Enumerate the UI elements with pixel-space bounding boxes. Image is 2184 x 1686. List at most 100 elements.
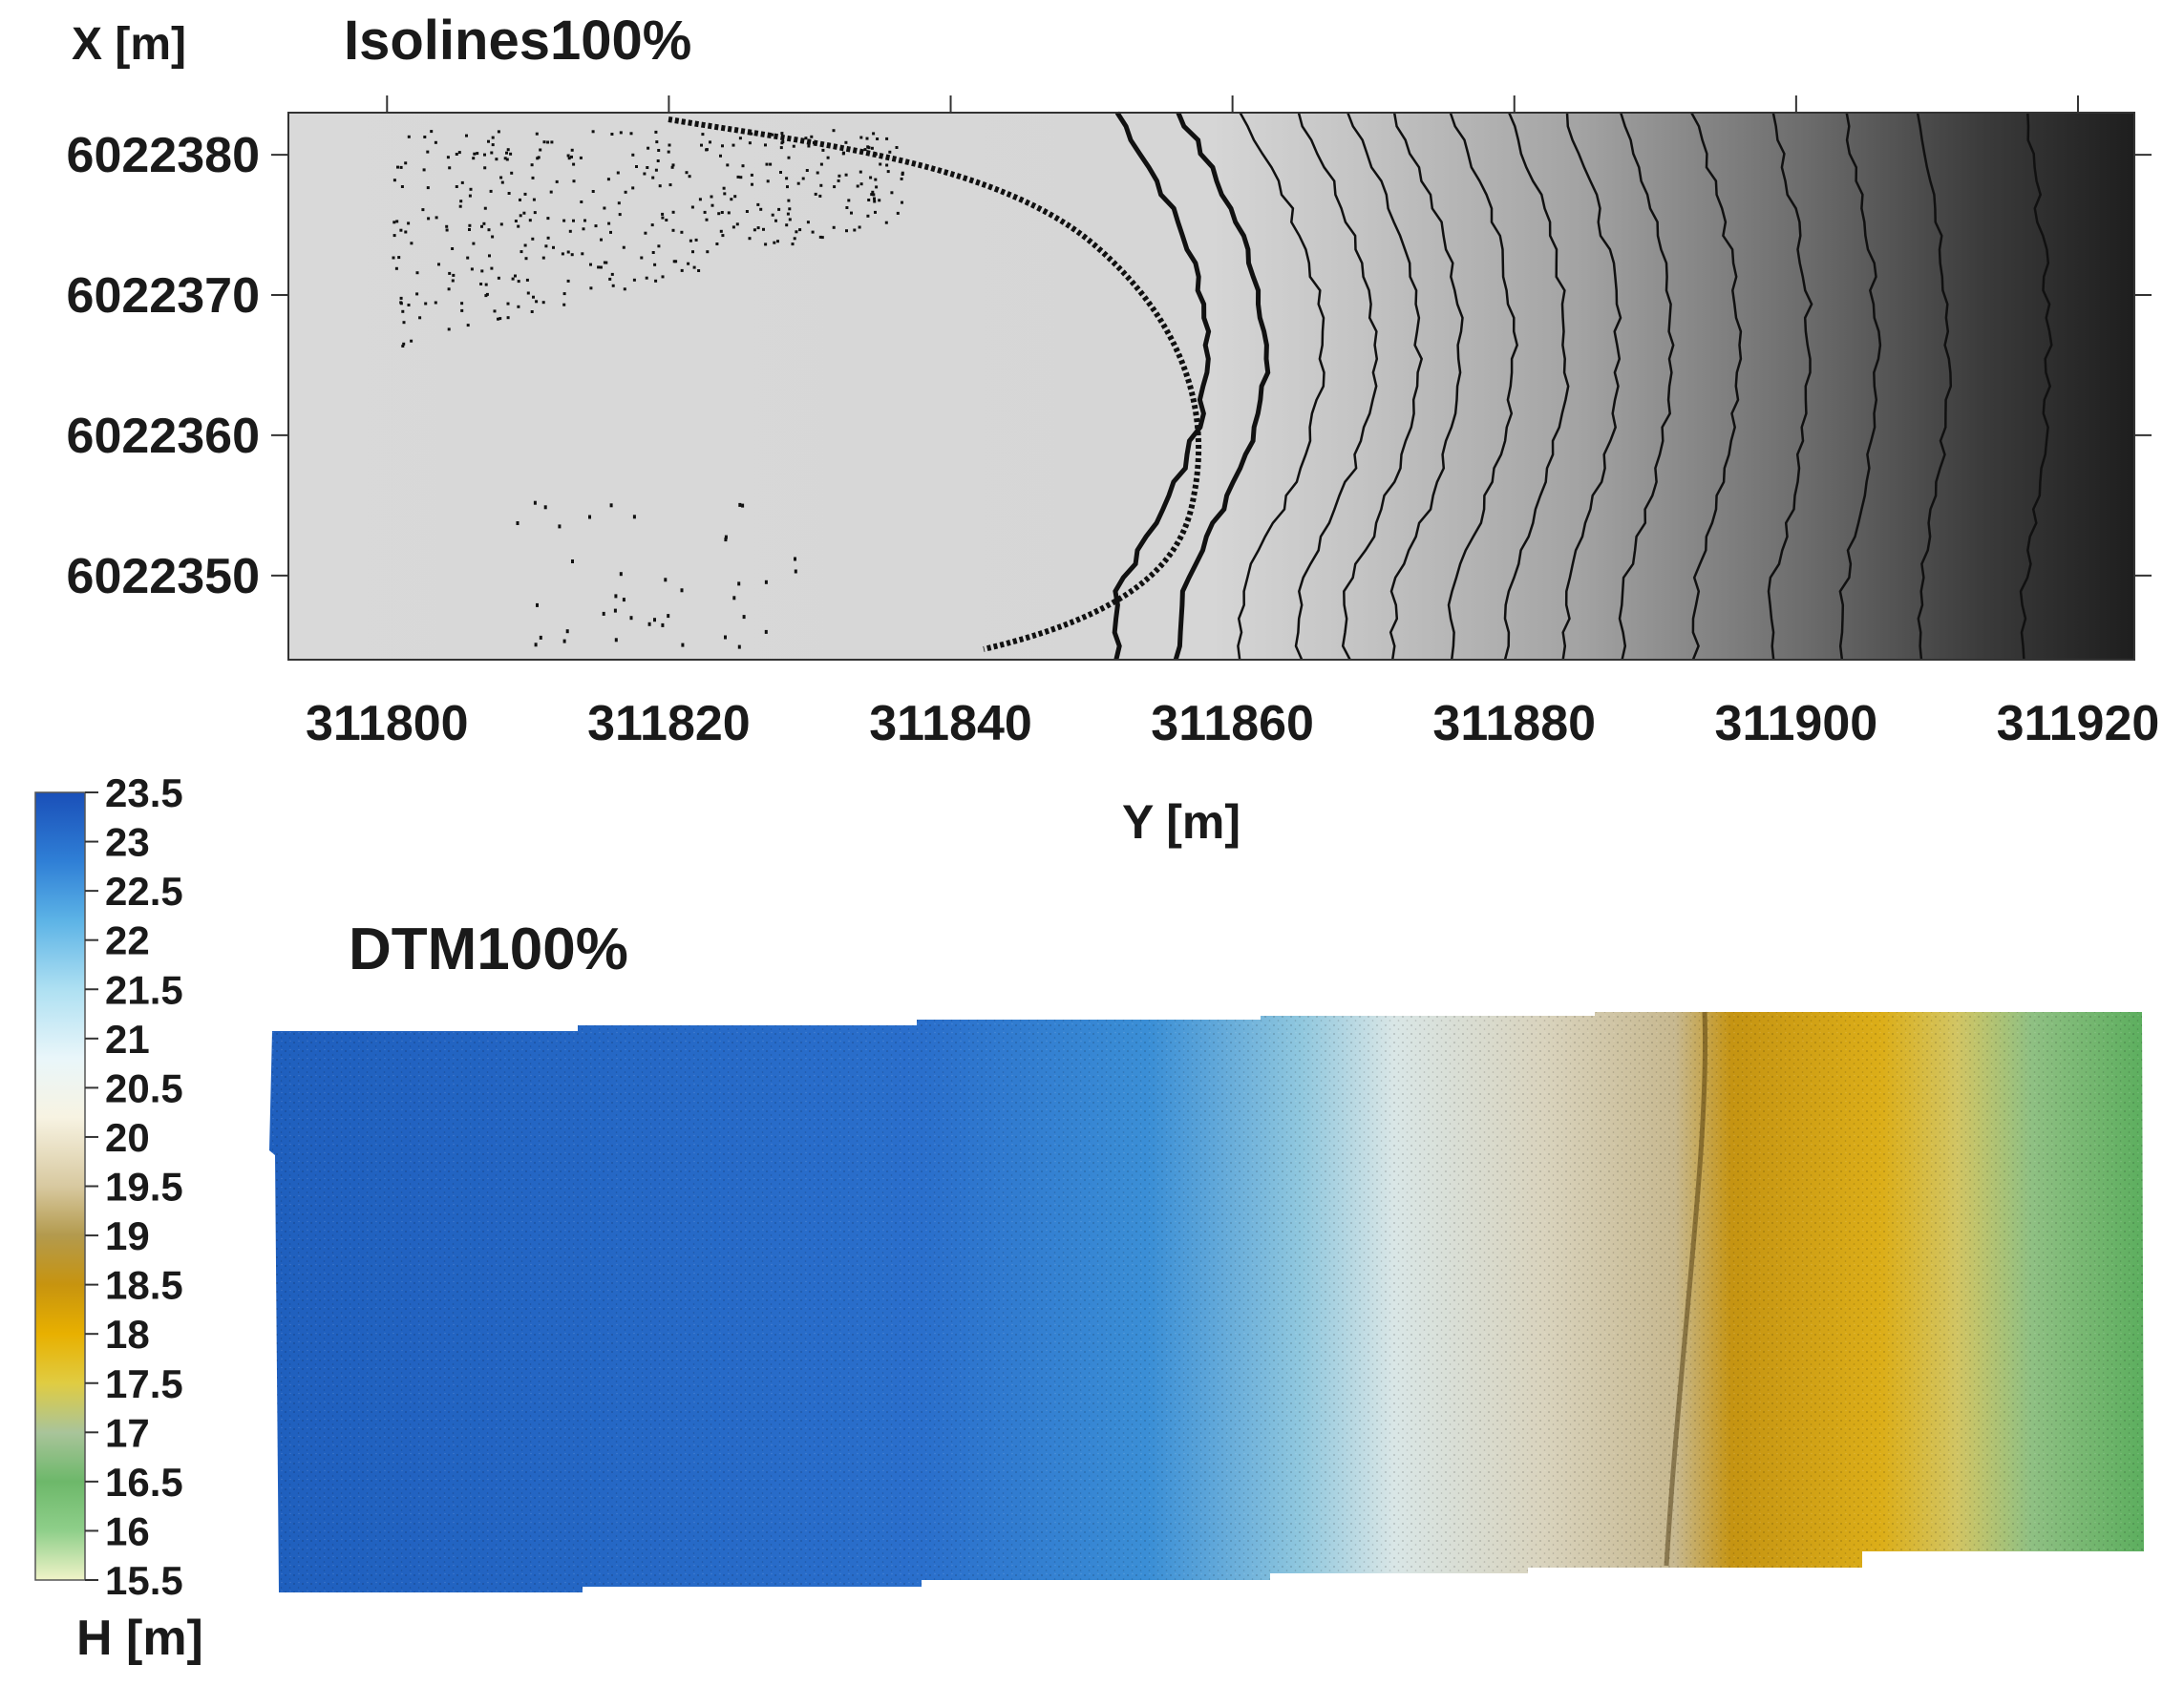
scatter-point <box>780 141 784 145</box>
scatter-point <box>588 515 591 519</box>
scatter-point <box>750 173 753 177</box>
scatter-point <box>658 184 662 188</box>
scatter-point <box>514 274 517 278</box>
scatter-point <box>421 208 425 212</box>
scatter-point <box>392 221 396 224</box>
scatter-point <box>517 224 520 228</box>
scatter-point <box>484 283 488 286</box>
scatter-point <box>645 276 648 280</box>
scatter-point <box>624 190 627 194</box>
scatter-point <box>562 292 566 296</box>
scatter-point <box>402 321 406 325</box>
colorbar-tick-label: 17.5 <box>105 1361 183 1406</box>
scatter-point <box>777 207 781 211</box>
scatter-point <box>505 151 508 155</box>
scatter-point <box>759 207 763 211</box>
isolines-title: Isolines100% <box>344 10 691 72</box>
scatter-point <box>446 156 450 159</box>
scatter-point <box>401 345 405 348</box>
scatter-point <box>690 205 694 209</box>
colorbar-label: H [m] <box>76 1611 203 1666</box>
scatter-point <box>811 230 815 234</box>
colorbar-tick-label: 22.5 <box>105 869 183 914</box>
scatter-point <box>507 192 511 195</box>
scatter-point <box>801 177 805 180</box>
isolines-y-ticks: 6022380 6022370 6022360 6022350 <box>67 128 2152 604</box>
isolines-panel: Isolines100% X [m] 311800 311820 311840 311… <box>67 10 2160 849</box>
scatter-point <box>691 250 694 254</box>
scatter-point <box>745 210 749 213</box>
scatter-point <box>490 151 494 155</box>
scatter-point <box>661 212 665 216</box>
scatter-point <box>426 186 430 190</box>
scatter-point <box>671 163 675 167</box>
scatter-point <box>869 176 873 179</box>
colorbar-tick-label: 23.5 <box>105 770 183 815</box>
scatter-point <box>472 242 476 245</box>
scatter-point <box>480 224 483 228</box>
scatter-point <box>872 132 876 136</box>
scatter-point <box>535 132 539 136</box>
scatter-point <box>451 279 455 283</box>
scatter-point <box>437 263 440 266</box>
scatter-point <box>589 286 593 290</box>
scatter-point <box>602 611 605 616</box>
scatter-point <box>748 237 752 241</box>
scatter-point <box>884 221 888 224</box>
contour-line <box>1561 112 1622 661</box>
scatter-point <box>497 276 500 280</box>
scatter-point <box>497 317 499 321</box>
scatter-point <box>407 304 411 306</box>
scatter-point <box>473 152 477 156</box>
colorbar-swatch <box>34 791 86 1581</box>
scatter-point <box>511 277 515 281</box>
scatter-point <box>422 168 426 172</box>
scatter-point <box>582 227 585 231</box>
scatter-point <box>643 172 647 176</box>
colorbar-tick-label: 21.5 <box>105 967 183 1012</box>
scatter-point <box>764 629 768 634</box>
scatter-point <box>727 211 731 215</box>
scatter-point <box>580 200 583 203</box>
scatter-point <box>468 194 472 198</box>
scatter-point <box>610 272 614 276</box>
contour-line <box>1767 112 1813 661</box>
scatter-point <box>608 277 612 281</box>
scatter-point <box>565 629 569 634</box>
scatter-point <box>710 203 714 207</box>
scatter-point <box>876 137 880 140</box>
contour-line <box>668 116 1202 652</box>
x-tick-label: 311920 <box>1997 696 2160 751</box>
scatter-point <box>509 152 513 156</box>
scatter-point <box>661 622 665 627</box>
scatter-point <box>447 287 451 291</box>
scatter-point <box>730 198 733 201</box>
scatter-point <box>455 153 458 156</box>
scatter-point <box>568 229 572 233</box>
scatter-point <box>764 242 768 246</box>
dtm-scarp-line <box>1664 1011 1708 1567</box>
scatter-point <box>514 220 518 222</box>
scatter-point <box>786 185 789 189</box>
scatter-point <box>447 327 451 331</box>
scatter-point <box>670 165 674 169</box>
scatter-point <box>845 206 849 209</box>
scatter-point <box>407 221 411 225</box>
scatter-point <box>561 252 564 256</box>
scatter-point <box>482 221 486 225</box>
scatter-point <box>647 622 651 626</box>
scatter-point <box>591 130 595 134</box>
scatter-point <box>491 143 495 147</box>
scatter-point <box>818 235 822 239</box>
scatter-point <box>657 244 661 248</box>
scatter-point <box>694 238 698 242</box>
scatter-point <box>742 615 746 620</box>
isolines-map <box>288 113 2134 660</box>
scatter-point <box>873 197 876 200</box>
scatter-point <box>572 179 576 183</box>
y-tick-label: 6022350 <box>67 549 260 604</box>
scatter-point <box>873 200 877 203</box>
scatter-point <box>542 140 546 144</box>
scatter-point <box>499 176 503 179</box>
colorbar-tick-label: 19.5 <box>105 1165 183 1210</box>
